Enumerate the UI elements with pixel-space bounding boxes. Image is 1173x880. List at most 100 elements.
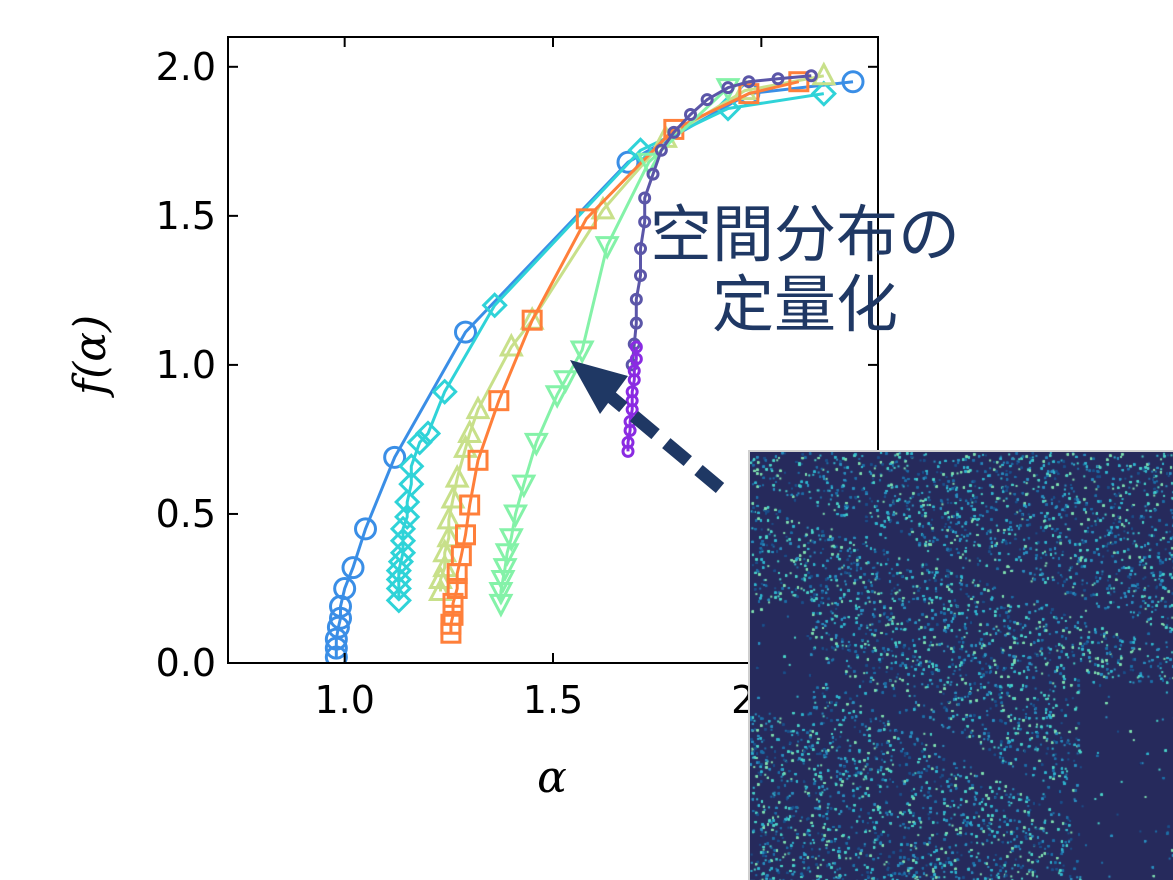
data-point: [431, 378, 458, 405]
data-point: [398, 453, 425, 480]
data-point: [406, 429, 433, 456]
data-point: [523, 432, 549, 457]
data-point: [442, 604, 464, 626]
data-point: [810, 80, 837, 107]
data-point: [465, 395, 491, 420]
data-point: [621, 435, 635, 449]
data-point: [575, 208, 597, 230]
data-point: [442, 592, 464, 614]
data-point: [481, 292, 508, 319]
data-point: [771, 72, 785, 86]
data-point: [634, 242, 647, 256]
data-point: [646, 167, 660, 181]
data-point: [700, 93, 714, 107]
y-tick-label: 0.0: [156, 641, 216, 685]
data-point: [627, 364, 641, 378]
data-point: [446, 577, 468, 599]
data-point: [454, 320, 477, 344]
data-point: [684, 108, 697, 122]
data-point: [414, 420, 442, 447]
data-point: [329, 606, 352, 630]
data-point: [841, 70, 865, 94]
arrow-head-icon: [570, 360, 628, 414]
series-4: [488, 78, 741, 618]
data-point: [324, 627, 348, 651]
data-point: [804, 69, 818, 83]
data-point: [569, 340, 595, 365]
data-point: [629, 340, 643, 354]
data-point: [667, 125, 681, 139]
data-point: [354, 517, 377, 541]
x-tick-label: 1.5: [523, 678, 583, 722]
series-5: [625, 69, 818, 372]
data-point: [394, 503, 421, 531]
spatial-distribution-map: [750, 452, 1173, 880]
data-point: [444, 463, 470, 488]
chart-ticks: 1.01.52.00.00.51.01.52.0: [156, 37, 878, 722]
series-line: [449, 80, 800, 634]
data-point: [428, 565, 453, 590]
data-point: [498, 528, 524, 553]
data-point: [616, 150, 640, 174]
data-point: [453, 434, 478, 458]
data-point: [333, 576, 357, 600]
data-point: [498, 332, 524, 357]
data-point: [654, 143, 668, 157]
data-point: [450, 545, 472, 567]
dashed-arrow-line: [593, 381, 725, 493]
y-tick-label: 2.0: [156, 45, 216, 89]
y-axis-label: f(α): [65, 315, 116, 398]
data-point: [488, 390, 510, 412]
data-point: [467, 449, 489, 471]
data-point: [638, 191, 652, 205]
spatial-distribution-inset-image: [748, 450, 1173, 880]
data-point: [544, 385, 570, 409]
data-point: [811, 61, 837, 86]
annotation-line-1: 空間分布の: [649, 198, 960, 271]
data-point: [494, 543, 520, 567]
data-point: [553, 370, 578, 395]
data-point: [511, 474, 537, 499]
data-point: [436, 505, 462, 530]
data-point: [457, 419, 483, 443]
x-tick-label: 1.0: [314, 678, 374, 722]
data-point: [638, 215, 652, 229]
annotation-text: 空間分布の 定量化: [585, 200, 1025, 340]
data-point: [389, 527, 417, 554]
data-point: [788, 71, 810, 93]
series-line: [630, 74, 812, 366]
data-point: [627, 137, 654, 164]
data-point: [428, 577, 453, 601]
data-point: [440, 484, 466, 509]
data-point: [625, 385, 639, 399]
data-point: [455, 524, 476, 546]
data-point: [629, 352, 643, 366]
data-point: [385, 587, 412, 614]
data-point: [629, 292, 643, 306]
y-tick-label: 1.5: [156, 194, 216, 238]
data-point: [521, 309, 543, 331]
y-tick-label: 0.5: [156, 492, 216, 536]
data-point: [503, 504, 528, 529]
data-point: [738, 83, 760, 105]
data-point: [436, 523, 462, 548]
data-point: [394, 488, 421, 516]
data-point: [459, 494, 481, 516]
data-point: [634, 268, 647, 282]
data-point: [341, 556, 365, 580]
annotation-line-2: 定量化: [711, 268, 898, 341]
data-point: [389, 539, 417, 566]
data-point: [383, 445, 407, 469]
data-point: [721, 81, 735, 95]
series-line: [499, 86, 730, 604]
data-point: [398, 471, 425, 498]
data-point: [594, 236, 620, 260]
data-point: [629, 316, 643, 330]
y-tick-label: 1.0: [156, 343, 216, 387]
data-point: [488, 593, 514, 618]
series-1: [385, 80, 837, 614]
data-point: [324, 645, 348, 663]
chart-plot-area: [324, 61, 865, 663]
